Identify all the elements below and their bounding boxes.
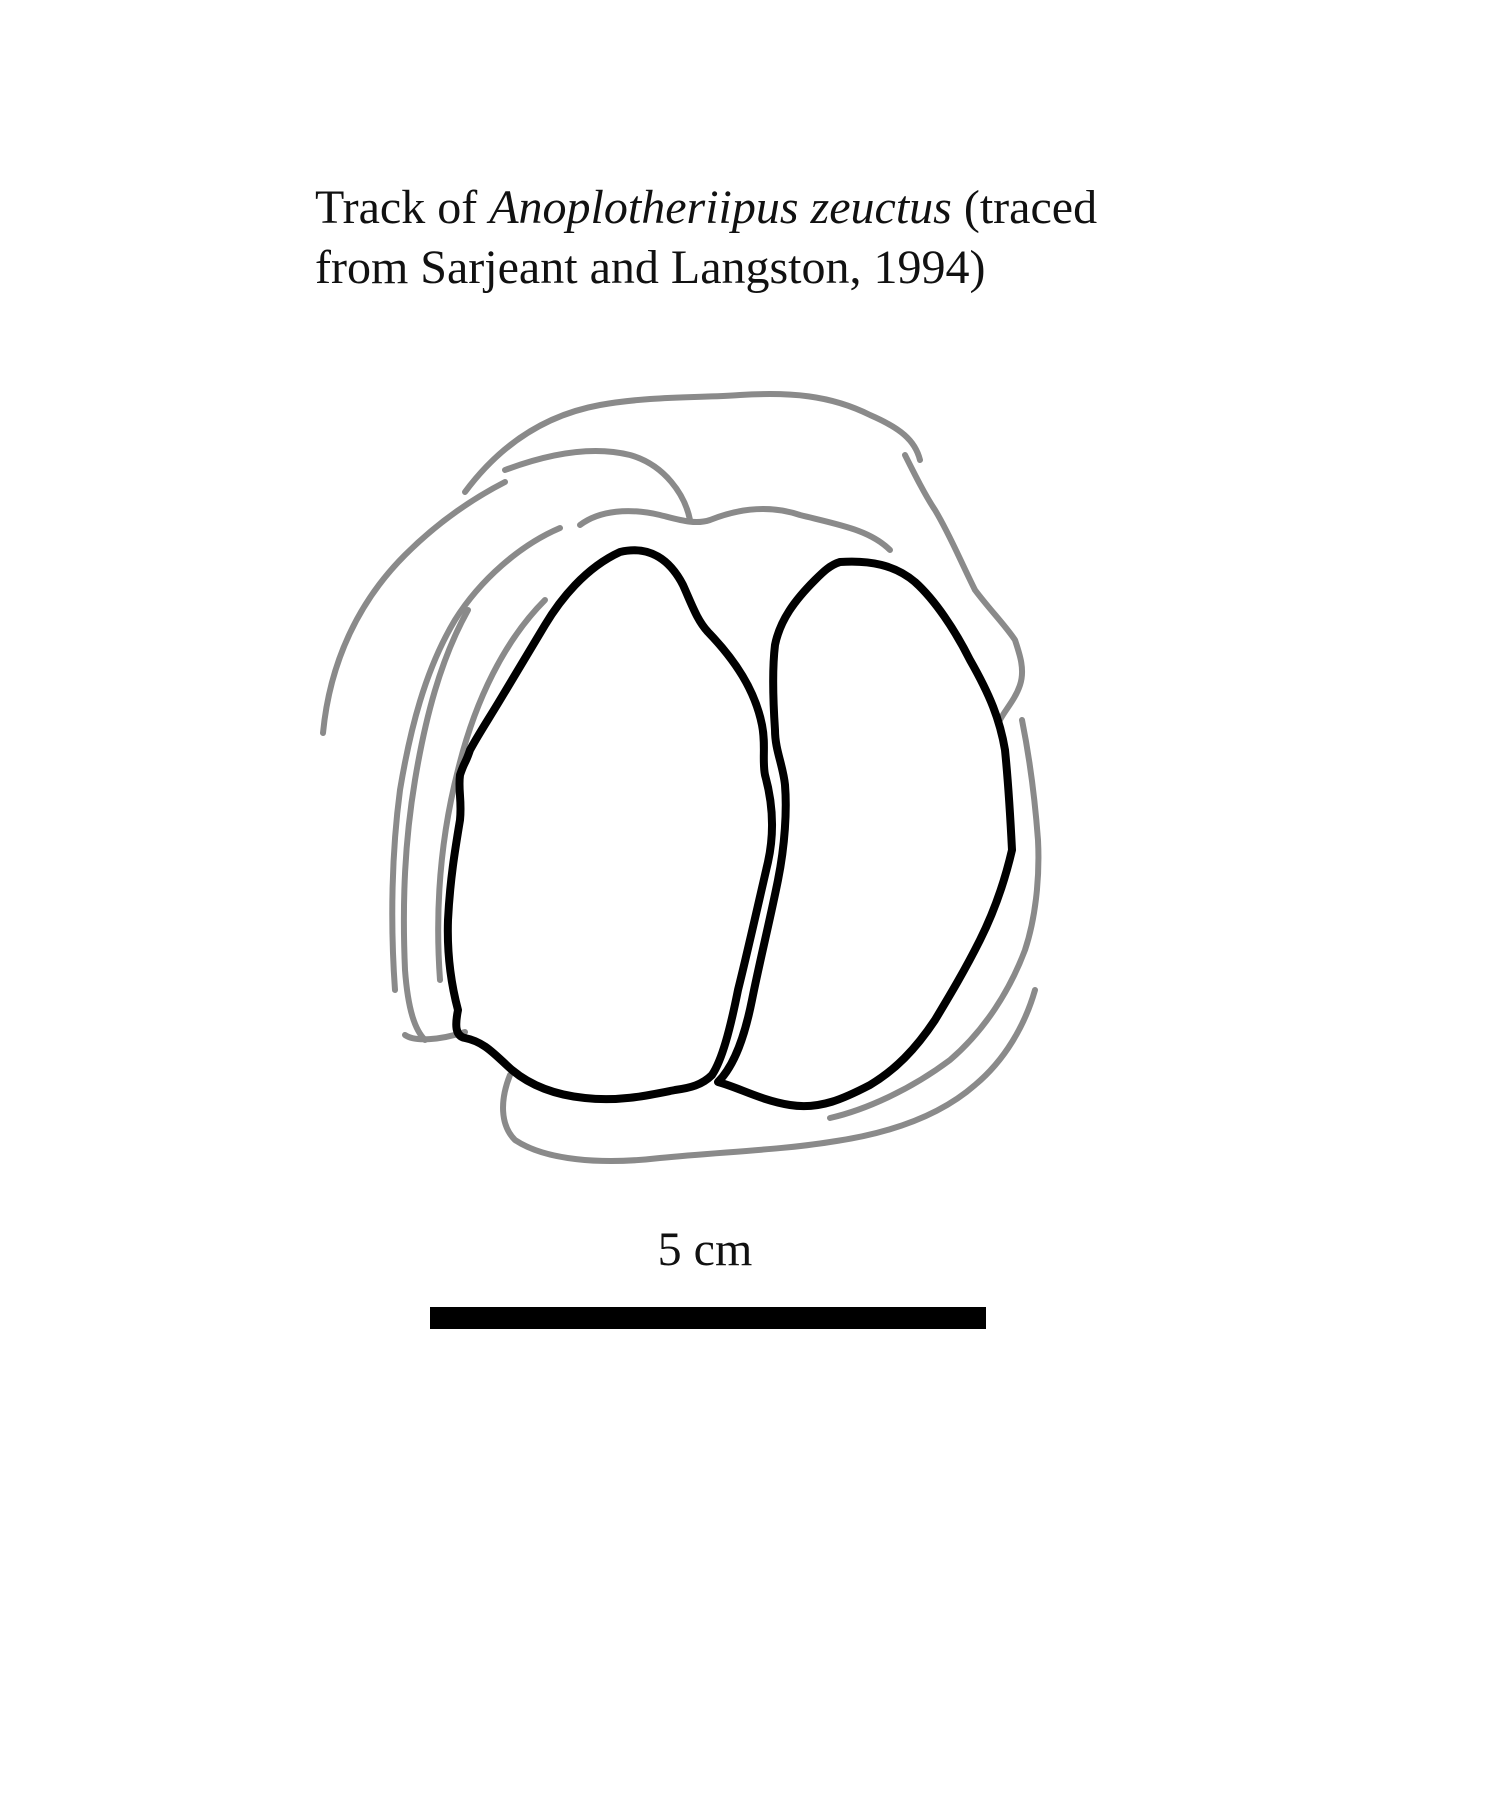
caption-line2: from Sarjeant and Langston, 1994) xyxy=(315,241,986,294)
outer-arc-bottom xyxy=(500,987,1038,1164)
caption-prefix: Track of xyxy=(315,181,490,234)
figure-caption: Track of Anoplotheriipus zeuctus (traced… xyxy=(315,178,1215,298)
outer-arc-right xyxy=(902,452,1026,723)
inner-arc-left-1 xyxy=(389,525,563,993)
outer-arc-top-inner xyxy=(502,448,693,523)
impression-outlines xyxy=(320,391,1042,1164)
inner-arc-top xyxy=(577,505,893,553)
caption-line1-suffix: (traced xyxy=(951,181,1098,234)
digit-outlines xyxy=(443,546,1016,1111)
right-digit-outline xyxy=(714,557,1016,1111)
caption-species-name: Anoplotheriipus zeuctus xyxy=(489,181,952,234)
outer-arc-right-lower xyxy=(827,717,1042,1121)
outer-arc-left xyxy=(320,479,508,736)
scale-bar xyxy=(430,1307,986,1329)
left-digit-outline xyxy=(443,546,776,1104)
scale-label: 5 cm xyxy=(657,1223,753,1276)
outer-arc-top xyxy=(462,391,923,495)
inner-arc-left-2 xyxy=(400,607,471,1043)
